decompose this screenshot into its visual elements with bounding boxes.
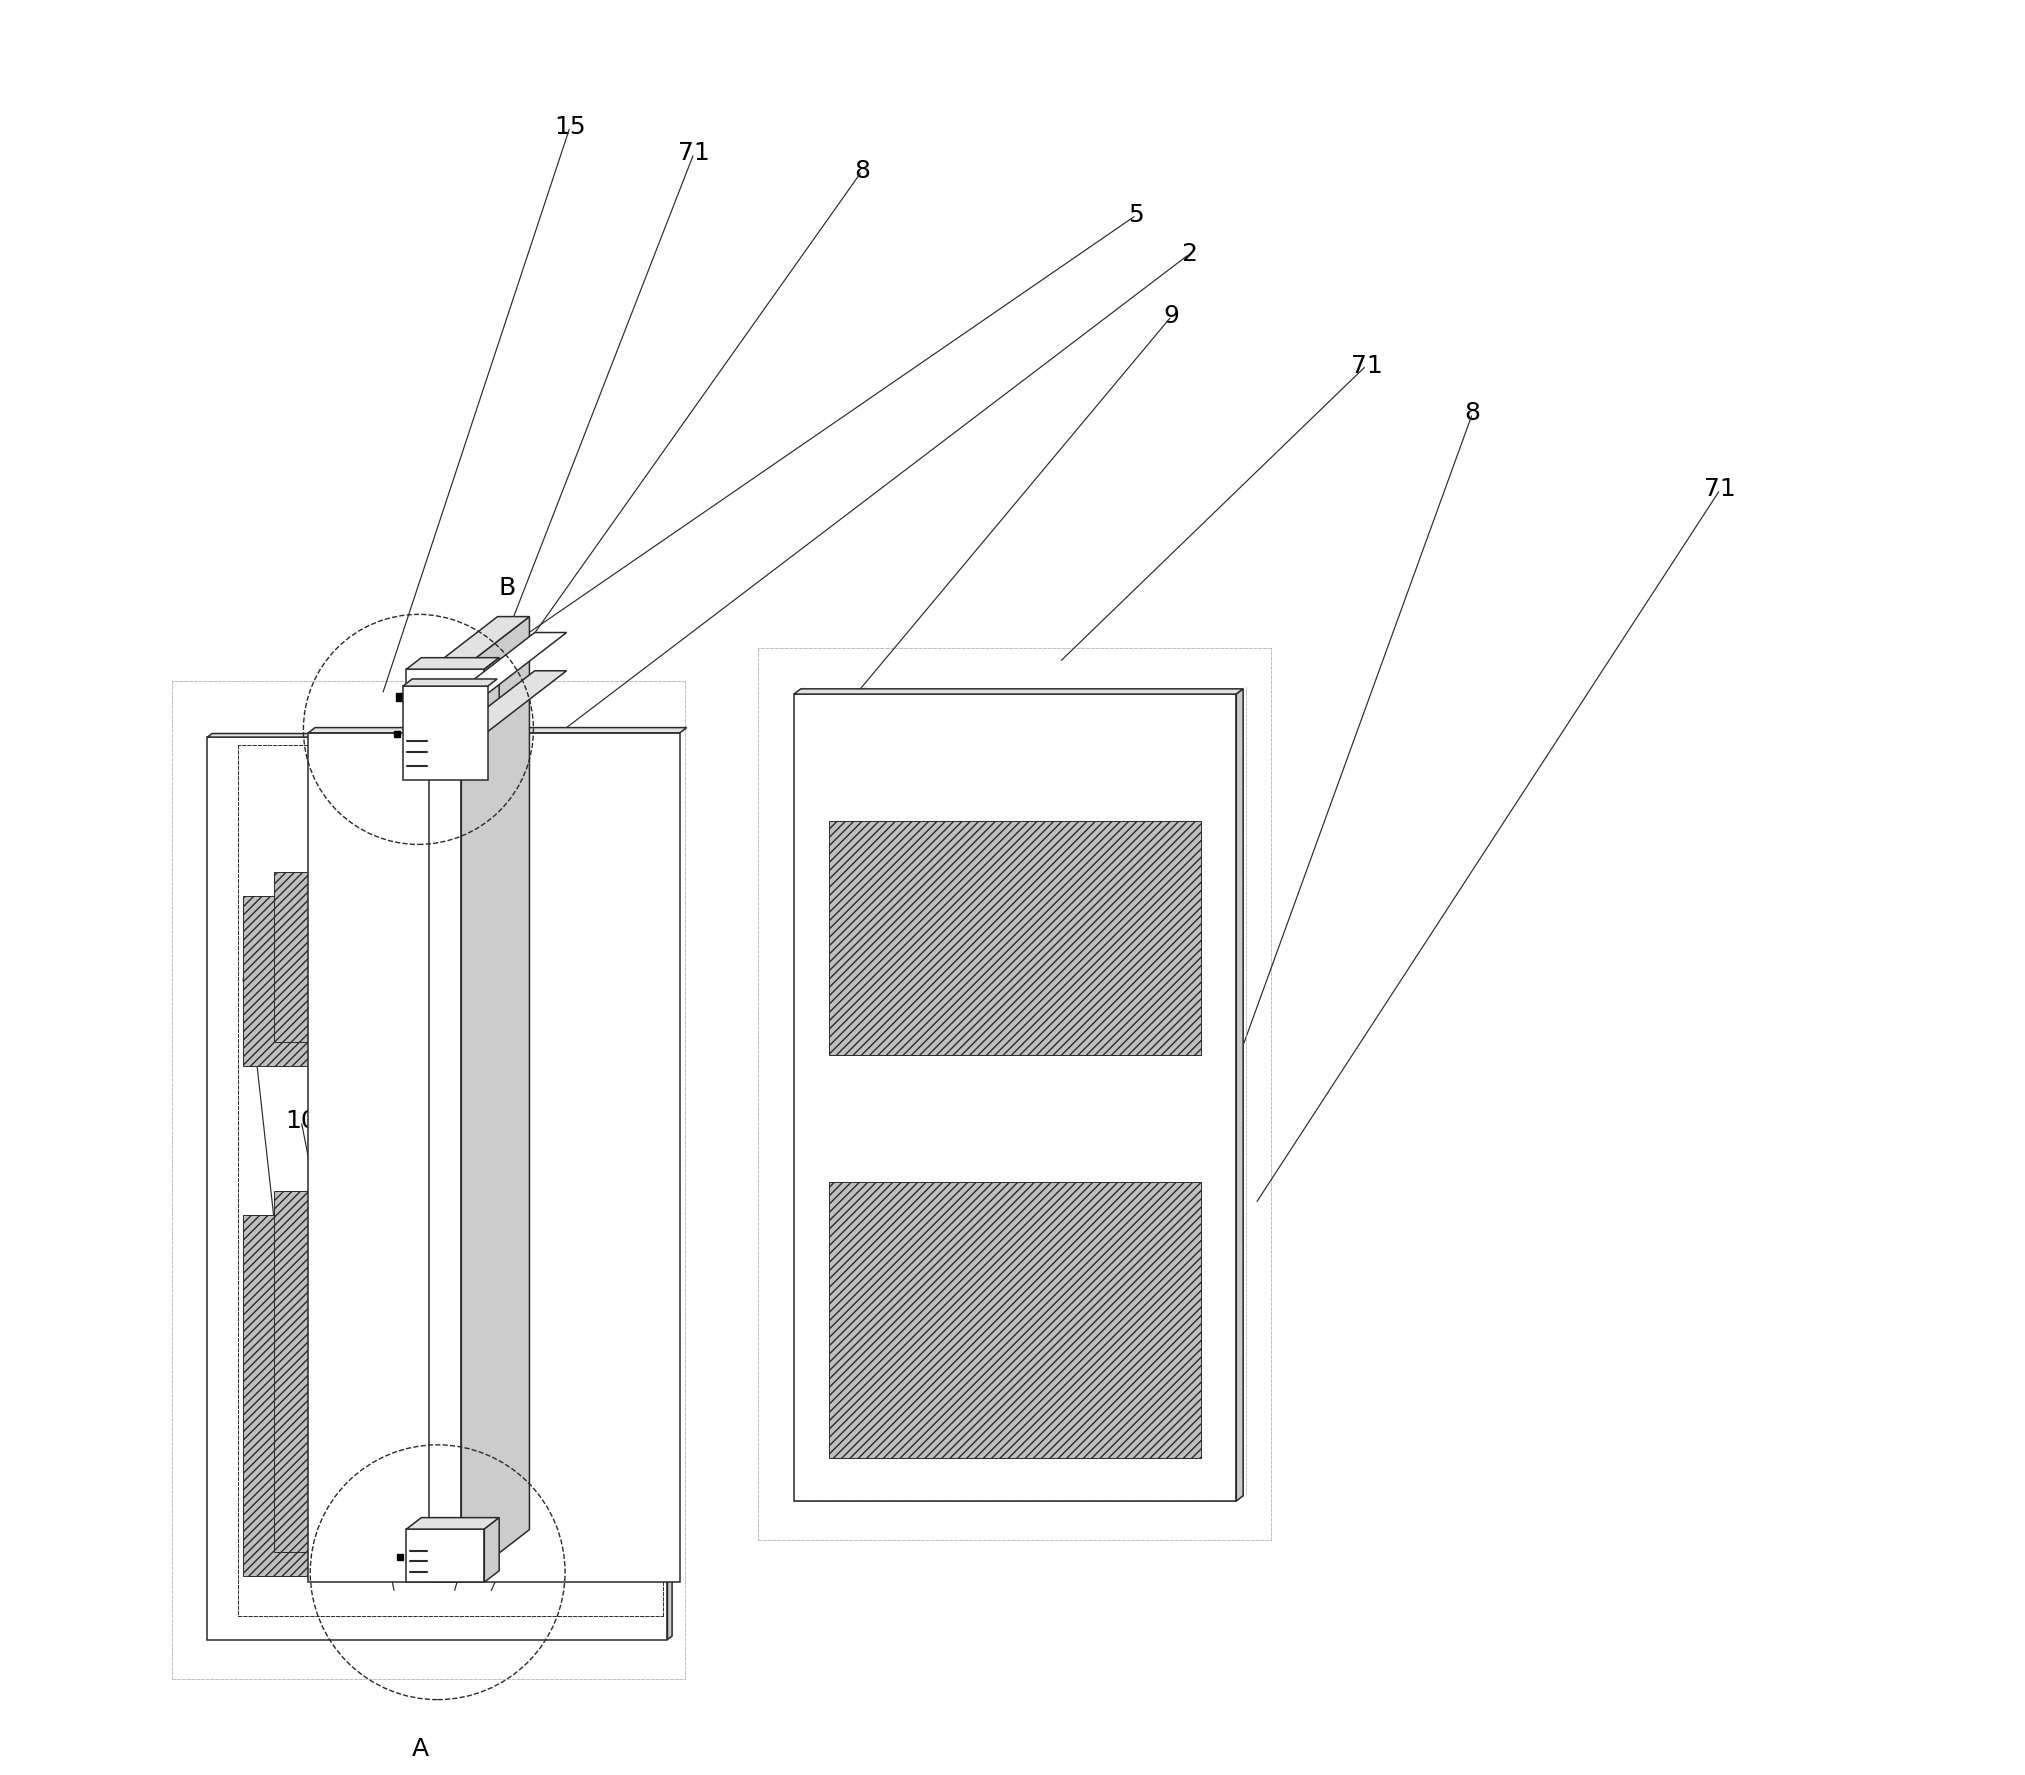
Text: 8: 8 bbox=[1464, 401, 1480, 426]
Polygon shape bbox=[429, 632, 567, 714]
Polygon shape bbox=[207, 737, 668, 1640]
Polygon shape bbox=[273, 1191, 628, 1551]
Polygon shape bbox=[484, 1518, 500, 1582]
Text: 5: 5 bbox=[1128, 202, 1144, 227]
Polygon shape bbox=[407, 1528, 484, 1582]
Polygon shape bbox=[484, 659, 500, 722]
Text: 71: 71 bbox=[1705, 477, 1735, 501]
Polygon shape bbox=[403, 680, 498, 687]
Text: 10: 10 bbox=[286, 1109, 318, 1132]
Text: B: B bbox=[498, 575, 516, 600]
Text: A: A bbox=[411, 1738, 429, 1761]
Text: 3: 3 bbox=[650, 795, 666, 820]
Text: 10: 10 bbox=[555, 1159, 585, 1182]
Polygon shape bbox=[407, 669, 484, 722]
Text: 8: 8 bbox=[855, 160, 871, 183]
Polygon shape bbox=[794, 689, 1243, 694]
Polygon shape bbox=[429, 714, 462, 753]
Text: 2: 2 bbox=[1181, 241, 1197, 266]
Text: 9: 9 bbox=[1164, 304, 1181, 328]
Polygon shape bbox=[243, 896, 632, 1067]
Polygon shape bbox=[429, 669, 462, 1582]
Polygon shape bbox=[830, 822, 1201, 1054]
Text: 15: 15 bbox=[555, 115, 585, 138]
Polygon shape bbox=[429, 671, 567, 753]
Text: 9: 9 bbox=[241, 973, 255, 998]
Polygon shape bbox=[830, 1182, 1201, 1459]
Text: 2: 2 bbox=[664, 1180, 680, 1203]
Polygon shape bbox=[308, 733, 680, 1582]
Polygon shape bbox=[407, 1518, 500, 1528]
Text: 71: 71 bbox=[678, 142, 711, 165]
Polygon shape bbox=[668, 733, 672, 1640]
Polygon shape bbox=[243, 1214, 632, 1576]
Polygon shape bbox=[1237, 689, 1243, 1502]
Polygon shape bbox=[794, 694, 1237, 1502]
Polygon shape bbox=[273, 873, 628, 1042]
Polygon shape bbox=[429, 616, 529, 669]
Polygon shape bbox=[462, 616, 529, 1582]
Polygon shape bbox=[207, 733, 672, 737]
Polygon shape bbox=[308, 728, 686, 733]
Text: 71: 71 bbox=[1351, 353, 1383, 378]
Polygon shape bbox=[407, 659, 500, 669]
Polygon shape bbox=[403, 687, 488, 779]
